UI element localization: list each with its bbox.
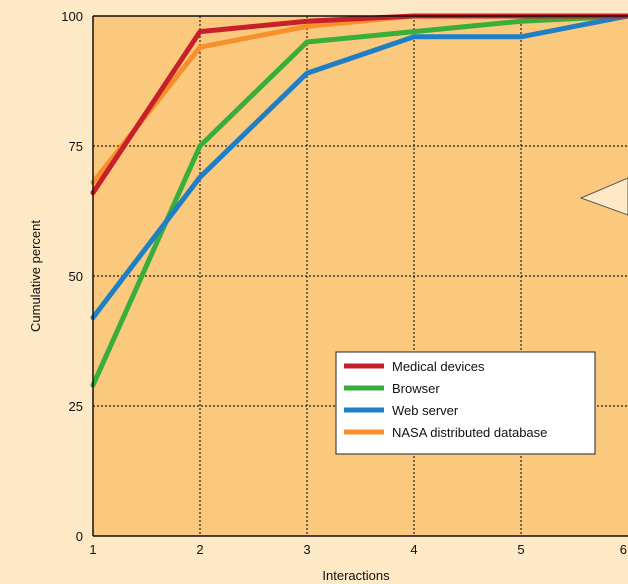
x-tick-label: 2 (196, 542, 203, 557)
legend-box (335, 351, 596, 455)
series-line-1 (90, 13, 628, 388)
legend-label-2: Web server (392, 403, 459, 418)
y-axis-label: Cumulative percent (28, 220, 43, 332)
x-axis-label: Interactions (322, 568, 390, 583)
y-tick-label: 25 (69, 399, 83, 414)
x-tick-label: 3 (303, 542, 310, 557)
y-tick-label: 50 (69, 269, 83, 284)
x-tick-label: 5 (517, 542, 524, 557)
callout-pointer (579, 177, 628, 216)
frame (92, 15, 628, 537)
x-tick-label: 1 (89, 542, 96, 557)
legend: Medical devices Browser Web server NASA dis… (335, 351, 596, 455)
legend-label-0: Medical devices (392, 359, 485, 374)
x-tick-label: 6 (620, 542, 627, 557)
y-tick-label: 0 (76, 529, 83, 544)
grid (93, 16, 628, 536)
x-tick-labels: 1 2 3 4 5 6 (89, 542, 627, 557)
series-line-2 (90, 13, 628, 321)
y-tick-label: 100 (61, 9, 83, 24)
legend-label-3: NASA distributed database (392, 425, 547, 440)
x-tick-label: 4 (410, 542, 417, 557)
y-tick-label: 75 (69, 139, 83, 154)
y-tick-labels: 0 25 50 75 100 (61, 9, 83, 544)
legend-label-1: Browser (392, 381, 440, 396)
